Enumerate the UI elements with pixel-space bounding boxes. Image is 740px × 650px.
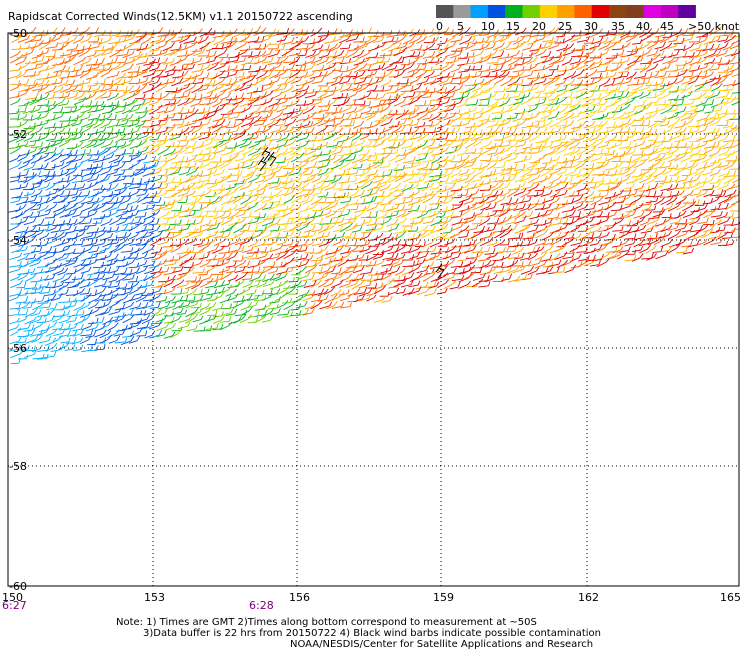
plot-frame (7, 32, 740, 587)
legend-swatch (539, 5, 558, 18)
legend-label: 10 (481, 20, 495, 33)
note-line-1: Note: 1) Times are GMT 2)Times along bot… (116, 617, 537, 628)
x-tick-label: 156 (289, 591, 310, 604)
legend-swatch (505, 5, 523, 18)
y-tick-label: -54 (9, 234, 27, 247)
legend-swatch (487, 5, 506, 18)
legend-label: >50 knots (688, 20, 740, 33)
y-axis-labels: -50 -52 -54 -56 -58 -60 (9, 27, 27, 593)
note-line-3: NOAA/NESDIS/Center for Satellite Applica… (290, 639, 593, 650)
legend-label: 20 (532, 20, 546, 33)
legend-label: 15 (506, 20, 520, 33)
legend-label: 5 (457, 20, 464, 33)
time-label-mid: 6:28 (249, 599, 274, 612)
color-legend: 0 5 10 15 20 25 30 35 40 45 >50 knots (436, 5, 740, 33)
legend-swatch (453, 5, 471, 18)
y-tick-label: -52 (9, 128, 27, 141)
x-axis-labels: 150 153 156 159 162 165 (2, 591, 740, 604)
legend-label: 0 (436, 20, 443, 33)
x-tick-label: 159 (433, 591, 454, 604)
legend-swatch (678, 5, 696, 18)
y-tick-label: -56 (9, 342, 27, 355)
grid-lines (8, 33, 739, 586)
legend-label: 45 (660, 20, 674, 33)
legend-swatch (522, 5, 541, 18)
legend-swatch (660, 5, 679, 18)
legend-swatch (591, 5, 610, 18)
legend-label: 40 (636, 20, 650, 33)
x-tick-label: 153 (144, 591, 165, 604)
legend-label: 35 (611, 20, 625, 33)
x-tick-label: 165 (720, 591, 740, 604)
legend-swatch (470, 5, 489, 18)
legend-swatch (574, 5, 593, 18)
y-tick-label: -58 (9, 460, 27, 473)
y-tick-label: -60 (9, 580, 27, 593)
legend-label: 30 (584, 20, 598, 33)
legend-swatch (436, 5, 454, 18)
legend-swatch (609, 5, 627, 18)
wind-barbs (8, 25, 740, 365)
y-tick-label: -50 (9, 27, 27, 40)
legend-swatch (557, 5, 575, 18)
x-tick-label: 150 (2, 591, 23, 604)
legend-label: 25 (558, 20, 572, 33)
map-title: Rapidscat Corrected Winds(12.5KM) v1.1 2… (8, 10, 353, 23)
legend-swatch (643, 5, 662, 18)
legend-swatch (626, 5, 644, 18)
time-label-start: 6:27 (2, 599, 27, 612)
note-line-2: 3)Data buffer is 22 hrs from 20150722 4)… (143, 628, 601, 639)
x-tick-label: 162 (578, 591, 599, 604)
